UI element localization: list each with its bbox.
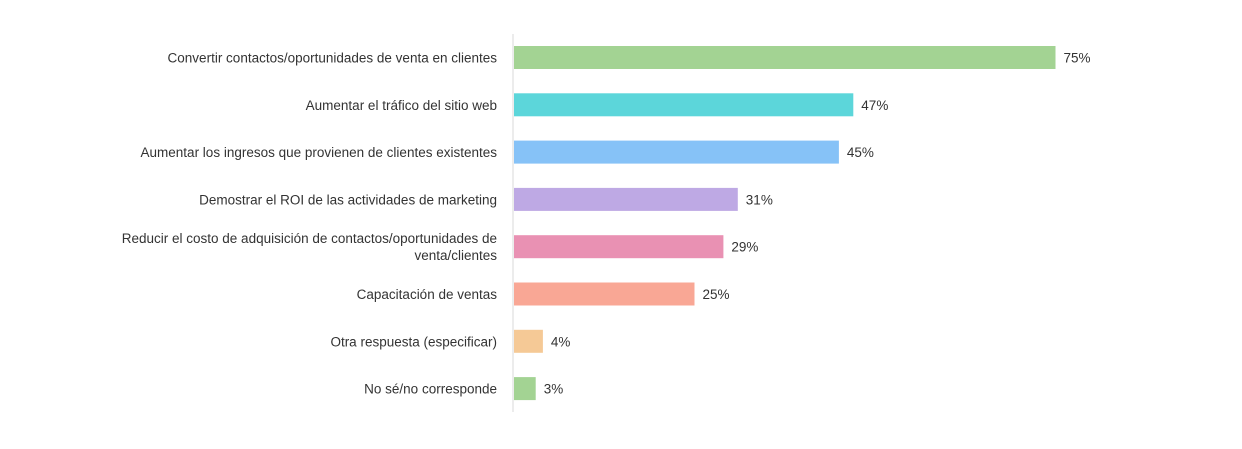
bar-group: 4% Otra respuesta (especificar) (330, 329, 571, 353)
category-label: Demostrar el ROI de las actividades de m… (199, 192, 497, 207)
category-label-line: Demostrar el ROI de las actividades de m… (199, 192, 497, 207)
bar-group: 47% Aumentar el tráfico del sitio web (306, 93, 888, 117)
bar-value-label: 4% (551, 334, 571, 349)
bar (514, 377, 536, 401)
bar (514, 235, 724, 259)
category-label-line: Otra respuesta (especificar) (330, 334, 497, 349)
bar (514, 282, 695, 306)
bar-group: 45% Aumentar los ingresos que provienen d… (141, 140, 874, 164)
bar-group: 3% No sé/no corresponde (364, 377, 564, 401)
bar (514, 140, 839, 164)
category-label-line: Capacitación de ventas (357, 287, 498, 302)
bar (514, 93, 854, 117)
bar (514, 187, 738, 211)
category-label: Otra respuesta (especificar) (330, 334, 497, 349)
bar (514, 329, 543, 353)
category-label: No sé/no corresponde (364, 382, 497, 397)
category-label-line: No sé/no corresponde (364, 382, 497, 397)
category-label-line: Aumentar el tráfico del sitio web (306, 98, 497, 113)
bars-layer: 75% Convertir contactos/oportunidades de … (122, 46, 1091, 401)
bar-group: 31% Demostrar el ROI de las actividades d… (199, 187, 773, 211)
category-label: Reducir el costo de adquisición de conta… (122, 231, 497, 263)
category-label: Aumentar el tráfico del sitio web (306, 98, 497, 113)
category-label: Capacitación de ventas (357, 287, 498, 302)
category-label-line: Convertir contactos/oportunidades de ven… (168, 51, 498, 66)
bar-value-label: 31% (746, 192, 773, 207)
bar-group: 75% Convertir contactos/oportunidades de … (168, 46, 1091, 69)
bar-value-label: 3% (544, 382, 564, 397)
bar-group: 29% Reducir el costo de adquisición de co… (122, 231, 759, 263)
category-label: Convertir contactos/oportunidades de ven… (168, 51, 498, 66)
bar-group: 25% Capacitación de ventas (357, 282, 730, 306)
bar (514, 46, 1056, 69)
category-label: Aumentar los ingresos que provienen de c… (141, 145, 498, 160)
category-label-line: Reducir el costo de adquisición de conta… (122, 231, 497, 246)
bar-value-label: 75% (1064, 51, 1091, 66)
bar-value-label: 45% (847, 145, 874, 160)
category-label-line: Aumentar los ingresos que provienen de c… (141, 145, 498, 160)
bar-value-label: 47% (861, 98, 888, 113)
bar-value-label: 25% (703, 287, 730, 302)
bar-value-label: 29% (731, 240, 758, 255)
category-label-line: venta/clientes (414, 248, 497, 263)
